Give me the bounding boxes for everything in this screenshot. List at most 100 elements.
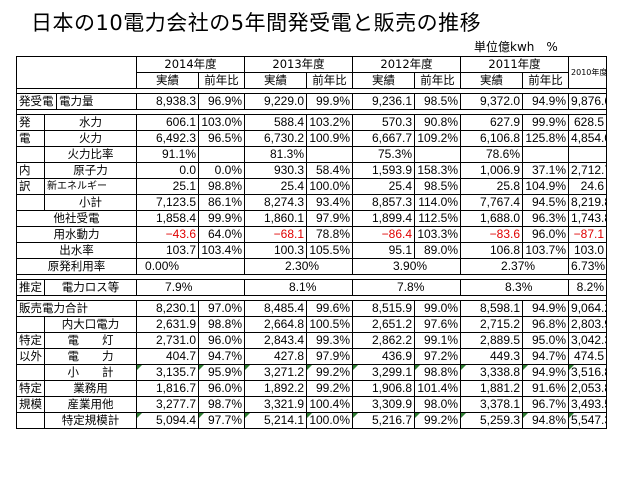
cell-ratio: 94.7%: [522, 348, 570, 365]
cell-value: 2,843.4: [244, 332, 308, 349]
cell-value: 25.8: [460, 178, 524, 195]
cell-value: 2,803.9: [568, 316, 608, 333]
page-title: 日本の10電力会社の5年間発受電と販売の推移: [31, 11, 482, 35]
cell-value: 1,899.4: [352, 210, 416, 227]
cell-ratio: 94.5%: [522, 194, 570, 211]
cell-value-negative: −86.4: [352, 226, 416, 243]
cell-ratio: 78.6%: [460, 146, 524, 163]
table-row: 電 火力 6,492.3 96.5% 6,730.2 100.9% 6,667.…: [16, 130, 608, 147]
cell-value: 2,715.2: [460, 316, 524, 333]
cell-value: 570.3: [352, 114, 416, 131]
header-year-2011: 2011年度: [460, 56, 570, 73]
cell-ratio: 98.5%: [414, 93, 462, 110]
cell-value: 2,631.9: [136, 316, 200, 333]
cell-value: 24.6: [568, 178, 608, 195]
row-label: 原発利用率: [15, 258, 138, 275]
row-sublabel: 小計: [43, 194, 138, 211]
row-sublabel: 火力: [43, 130, 138, 147]
table-row: 以外 電 力 404.7 94.7% 427.8 97.9% 436.9 97.…: [16, 348, 608, 365]
cell-value: 436.9: [352, 348, 416, 365]
header-corner: [15, 56, 138, 89]
cell-value: 7,767.4: [460, 194, 524, 211]
cell-ratio: 103.0%: [198, 114, 246, 131]
row-label: 発受電: [16, 93, 57, 110]
cell-ratio: 94.8%: [522, 412, 570, 429]
cell-value: 474.5: [568, 348, 608, 365]
cell-ratio: 97.6%: [414, 316, 462, 333]
cell-value: 1,816.7: [136, 380, 200, 397]
cell-value: 8,938.3: [136, 93, 200, 110]
cell-ratio: 100.0%: [306, 178, 354, 195]
row-sublabel: 新エネルギー: [43, 178, 138, 195]
cell-value: 8,598.1: [460, 300, 524, 317]
cell-ratio: 96.0%: [198, 332, 246, 349]
cell-value: 6.73%: [568, 258, 608, 275]
cell-ratio: 99.0%: [414, 300, 462, 317]
cell-ratio: 98.7%: [198, 396, 246, 413]
header-zennenhi: 前年比: [306, 72, 354, 89]
row-sublabel: 電力量: [55, 93, 138, 110]
row-label-empty: [16, 316, 45, 333]
table-row: 推定 電力ロス等 7.9% 8.1% 7.8% 8.3% 8.2%: [16, 279, 608, 296]
table-row: 原発利用率 0.00% 2.30% 3.90% 2.37% 6.73%: [15, 258, 608, 275]
table-row: 小 計 3,135.7 95.9% 3,271.2 99.2% 3,299.1 …: [16, 364, 608, 381]
cell-value: 3,321.9: [244, 396, 308, 413]
cell-value: 6,730.2: [244, 130, 308, 147]
cell-ratio: 91.1%: [136, 146, 200, 163]
table-row: 発 水力 606.1 103.0% 588.4 103.2% 570.3 90.…: [16, 114, 608, 131]
cell-value: 8,274.3: [244, 194, 308, 211]
cell-value: 9,236.1: [352, 93, 416, 110]
power-table: 2014年度 2013年度 2012年度 2011年度 2010年度 実績 前年…: [15, 56, 608, 429]
cell-value: 8,485.4: [244, 300, 308, 317]
cell-value: 8,515.9: [352, 300, 416, 317]
cell-value: 1,006.9: [460, 162, 524, 179]
cell-empty: [568, 146, 608, 163]
cell-value: 9,064.2: [568, 300, 608, 317]
cell-value: 9,876.6: [568, 93, 608, 110]
cell-empty: [306, 146, 354, 163]
cell-ratio: 103.2%: [306, 114, 354, 131]
cell-value: 7.9%: [136, 279, 246, 296]
cell-value: 8.2%: [568, 279, 608, 296]
header-jisseki: 実績: [460, 72, 524, 89]
cell-value: 25.4: [352, 178, 416, 195]
cell-value: 5,094.4: [136, 412, 200, 429]
cell-value: 1,593.9: [352, 162, 416, 179]
cell-empty: [522, 146, 570, 163]
cell-ratio: 95.9%: [198, 364, 246, 381]
row-sublabel: 水力: [43, 114, 138, 131]
cell-ratio: 37.1%: [522, 162, 570, 179]
cell-value-negative: −83.6: [460, 226, 524, 243]
cell-ratio: 97.9%: [306, 348, 354, 365]
header-zennenhi: 前年比: [198, 72, 246, 89]
cell-value: 2,731.0: [136, 332, 200, 349]
cell-ratio: 100.9%: [306, 130, 354, 147]
cell-ratio: 98.5%: [414, 178, 462, 195]
cell-value: 6,667.7: [352, 130, 416, 147]
row-label: 他社受電: [15, 210, 138, 227]
cell-ratio: 96.3%: [522, 210, 570, 227]
cell-value: 3,042.3: [568, 332, 608, 349]
cell-value: 2,651.2: [352, 316, 416, 333]
cell-value: 100.3: [244, 242, 308, 259]
cell-value: 588.4: [244, 114, 308, 131]
cell-value: 1,743.8: [568, 210, 608, 227]
cell-ratio: 96.7%: [522, 396, 570, 413]
cell-ratio: 114.0%: [414, 194, 462, 211]
table-row: 特定 電 灯 2,731.0 96.0% 2,843.4 99.3% 2,862…: [16, 332, 608, 349]
header-jisseki: 実績: [136, 72, 200, 89]
cell-value: 3,378.1: [460, 396, 524, 413]
cell-value: 3,493.5: [568, 396, 608, 413]
cell-ratio: 96.9%: [198, 93, 246, 110]
cell-value: 8.1%: [244, 279, 354, 296]
header-row-years: 2014年度 2013年度 2012年度 2011年度 2010年度: [15, 56, 608, 89]
table-row: 火力比率 91.1% 81.3% 75.3% 78.6%: [16, 146, 608, 163]
cell-ratio: 99.9%: [306, 93, 354, 110]
cell-ratio: 94.7%: [198, 348, 246, 365]
cell-value: 5,214.1: [244, 412, 308, 429]
cell-ratio: 98.8%: [198, 178, 246, 195]
cell-empty: [198, 146, 246, 163]
cell-ratio: 158.3%: [414, 162, 462, 179]
cell-ratio: 96.0%: [198, 380, 246, 397]
cell-value: 5,547.3: [568, 412, 608, 429]
